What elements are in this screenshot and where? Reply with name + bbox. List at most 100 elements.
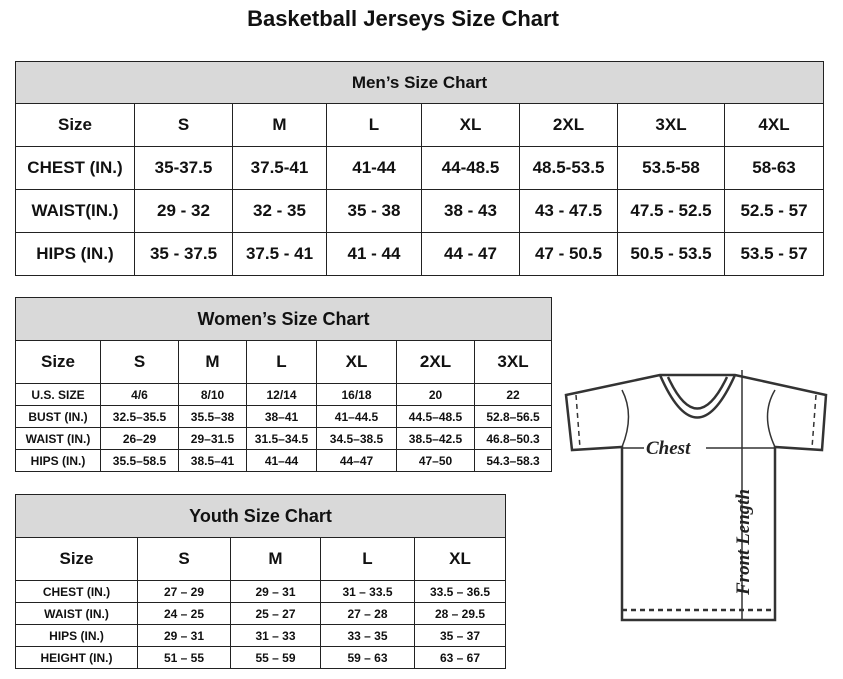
- table-cell: 47.5 - 52.5: [617, 189, 725, 233]
- table-row: CHEST (IN.) 35-37.5 37.5-41 41-44 44-48.5 48.…: [15, 146, 825, 190]
- table-cell: 38.5–41: [178, 449, 247, 472]
- table-cell: M: [230, 537, 321, 581]
- table-cell: 29–31.5: [178, 427, 247, 450]
- header-row: Size S M L XL: [15, 537, 507, 581]
- table-cell: S: [134, 103, 233, 147]
- table-cell: 35 - 37.5: [134, 232, 233, 276]
- jersey-outline: [564, 373, 828, 622]
- table-title: Men’s Size Chart: [14, 61, 825, 104]
- table-cell: 27 – 29: [137, 580, 231, 603]
- row-label: Size: [15, 340, 101, 384]
- table-cell: 22: [473, 383, 553, 406]
- table-cell: 2XL: [519, 103, 618, 147]
- table-cell: 32 - 35: [232, 189, 327, 233]
- table-cell: 44–47: [316, 449, 397, 472]
- table-cell: 38.5–42.5: [396, 427, 475, 450]
- table-cell: 47 - 50.5: [519, 232, 618, 276]
- table-cell: 37.5 - 41: [232, 232, 327, 276]
- jersey-neck: [658, 374, 737, 419]
- table-title: Youth Size Chart: [14, 494, 507, 538]
- table-cell: 35-37.5: [134, 146, 233, 190]
- row-label: WAIST (IN.): [15, 427, 101, 450]
- row-label: HIPS (IN.): [15, 232, 135, 276]
- table-cell: S: [137, 537, 231, 581]
- table-cell: L: [320, 537, 415, 581]
- row-label: HIPS (IN.): [15, 624, 138, 647]
- table-row: WAIST (IN.) 24 – 25 25 – 27 27 – 28 28 – 29.…: [15, 602, 507, 625]
- table-row: HIPS (IN.) 29 – 31 31 – 33 33 – 35 35 – 37: [15, 624, 507, 647]
- table-cell: 35 – 37: [413, 624, 507, 647]
- row-label: Size: [15, 537, 138, 581]
- table-cell: 48.5-53.5: [519, 146, 618, 190]
- mens-size-table: Men’s Size Chart Size S M L XL 2XL 3XL 4XL CHEST …: [14, 61, 825, 276]
- table-row: HIPS (IN.) 35.5–58.5 38.5–41 41–44 44–47 47–5…: [15, 449, 553, 472]
- table-row: U.S. SIZE 4/6 8/10 12/14 16/18 20 22: [15, 383, 553, 406]
- table-cell: XL: [421, 103, 520, 147]
- table-cell: 3XL: [473, 340, 553, 384]
- table-cell: 52.5 - 57: [723, 189, 825, 233]
- table-cell: 26–29: [100, 427, 179, 450]
- page-title: Basketball Jerseys Size Chart: [247, 6, 559, 31]
- front-length-label: Front Length: [733, 489, 754, 596]
- table-cell: 34.5–38.5: [316, 427, 397, 450]
- table-cell: 53.5-58: [617, 146, 725, 190]
- table-cell: 52.8–56.5: [473, 405, 553, 428]
- table-cell: 29 – 31: [230, 580, 321, 603]
- table-cell: 24 – 25: [137, 602, 231, 625]
- table-cell: 33 – 35: [320, 624, 415, 647]
- row-label: HEIGHT (IN.): [15, 646, 138, 669]
- table-cell: 54.3–58.3: [473, 449, 553, 472]
- table-row: HEIGHT (IN.) 51 – 55 55 – 59 59 – 63 63 – 67: [15, 646, 507, 669]
- table-title: Women’s Size Chart: [14, 297, 553, 341]
- table-cell: 59 – 63: [320, 646, 415, 669]
- table-cell: 27 – 28: [320, 602, 415, 625]
- table-cell: 25 – 27: [230, 602, 321, 625]
- row-label: U.S. SIZE: [15, 383, 101, 406]
- table-cell: 53.5 - 57: [723, 232, 825, 276]
- row-label: CHEST (IN.): [15, 580, 138, 603]
- table-cell: 51 – 55: [137, 646, 231, 669]
- table-cell: 2XL: [396, 340, 475, 384]
- table-row: HIPS (IN.) 35 - 37.5 37.5 - 41 41 - 44 44 - …: [15, 232, 825, 276]
- chest-label: Chest: [646, 438, 691, 459]
- table-cell: 43 - 47.5: [519, 189, 618, 233]
- table-cell: 4XL: [723, 103, 825, 147]
- table-row: WAIST (IN.) 26–29 29–31.5 31.5–34.5 34.5–38.…: [15, 427, 553, 450]
- table-row: WAIST(IN.) 29 - 32 32 - 35 35 - 38 38 - 43 43…: [15, 189, 825, 233]
- row-label: HIPS (IN.): [15, 449, 101, 472]
- table-cell: 44-48.5: [421, 146, 520, 190]
- table-cell: 58-63: [723, 146, 825, 190]
- table-cell: 35.5–38: [178, 405, 247, 428]
- table-cell: 31 – 33: [230, 624, 321, 647]
- table-cell: 44.5–48.5: [396, 405, 475, 428]
- table-cell: 32.5–35.5: [100, 405, 179, 428]
- table-cell: L: [326, 103, 422, 147]
- table-cell: 46.8–50.3: [473, 427, 553, 450]
- row-label: CHEST (IN.): [15, 146, 135, 190]
- table-cell: 31 – 33.5: [320, 580, 415, 603]
- table-cell: 41-44: [326, 146, 422, 190]
- table-cell: 37.5-41: [232, 146, 327, 190]
- table-cell: M: [178, 340, 247, 384]
- table-cell: 55 – 59: [230, 646, 321, 669]
- table-cell: 41–44.5: [316, 405, 397, 428]
- jersey-diagram: Chest Front Length: [564, 370, 828, 622]
- table-row: BUST (IN.) 32.5–35.5 35.5–38 38–41 41–44.5 44…: [15, 405, 553, 428]
- row-label: WAIST(IN.): [15, 189, 135, 233]
- table-cell: 44 - 47: [421, 232, 520, 276]
- table-cell: 31.5–34.5: [246, 427, 317, 450]
- table-cell: 41 - 44: [326, 232, 422, 276]
- table-cell: L: [246, 340, 317, 384]
- row-label: Size: [15, 103, 135, 147]
- table-row: CHEST (IN.) 27 – 29 29 – 31 31 – 33.5 33.5 –…: [15, 580, 507, 603]
- table-cell: 50.5 - 53.5: [617, 232, 725, 276]
- table-cell: 3XL: [617, 103, 725, 147]
- table-cell: 38–41: [246, 405, 317, 428]
- table-cell: 33.5 – 36.5: [413, 580, 507, 603]
- row-label: BUST (IN.): [15, 405, 101, 428]
- table-cell: 63 – 67: [413, 646, 507, 669]
- table-cell: 4/6: [100, 383, 179, 406]
- table-cell: S: [100, 340, 179, 384]
- table-cell: 35.5–58.5: [100, 449, 179, 472]
- youth-size-table: Youth Size Chart Size S M L XL CHEST (IN.) 27 –…: [14, 494, 507, 669]
